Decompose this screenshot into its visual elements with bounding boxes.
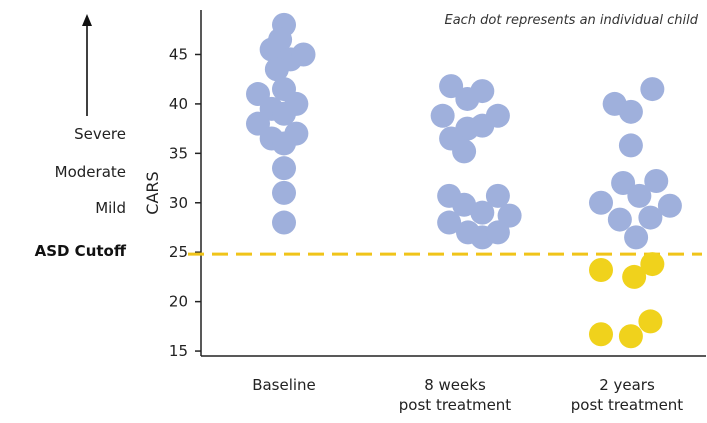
- asd-cutoff-label: ASD Cutoff: [35, 242, 127, 260]
- y-tick-label-20: 20: [169, 293, 188, 311]
- data-point-group0-2: [268, 27, 293, 52]
- chart-annotation: Each dot represents an individual child: [444, 13, 698, 28]
- y-tick-group: 15 20 25 30 35 40 45: [169, 45, 201, 360]
- y-tick-label-30: 30: [169, 194, 188, 212]
- data-point-group2-42: [644, 169, 669, 194]
- data-point-group0-15: [272, 156, 296, 181]
- x-category-line-2-1: post treatment: [571, 396, 684, 414]
- data-point-group1-29: [452, 192, 477, 217]
- data-point-group2-39: [618, 133, 643, 158]
- y-axis-title: CARS: [143, 171, 162, 214]
- x-category-line-1-1: post treatment: [399, 396, 512, 414]
- severity-label-severe: Severe: [74, 125, 126, 143]
- data-points: [246, 12, 682, 349]
- x-category-label-2: 2 years post treatment: [571, 376, 684, 414]
- data-point-group1-26: [452, 139, 477, 164]
- data-point-group0-14: [284, 121, 309, 146]
- data-point-group2-45: [638, 205, 663, 230]
- severity-arrow-head: [82, 14, 92, 26]
- data-point-group1-31: [497, 203, 522, 228]
- data-point-group1-35: [485, 220, 510, 245]
- data-point-group2-40: [611, 171, 636, 195]
- severity-arrow: [82, 14, 92, 116]
- x-category-line-2-0: 2 years: [599, 376, 655, 394]
- severity-labels: Severe Moderate Mild: [55, 125, 126, 217]
- data-point-group1-21: [430, 103, 455, 128]
- data-point-group0-5: [264, 57, 289, 82]
- x-category-labels: Baseline 8 weeks post treatment 2 years post…: [252, 376, 683, 414]
- data-point-group1-28: [485, 183, 510, 208]
- data-point-group2-38: [640, 77, 665, 102]
- data-point-group2-50: [640, 252, 665, 277]
- data-point-group0-17: [272, 210, 296, 235]
- data-point-group2-41: [627, 183, 652, 208]
- data-point-group2-53: [638, 309, 663, 334]
- y-axis: [200, 10, 706, 357]
- x-category-label-0: Baseline: [252, 376, 316, 394]
- data-point-group0-10: [284, 91, 309, 116]
- data-point-group2-44: [607, 207, 632, 232]
- data-point-group2-51: [589, 322, 613, 347]
- data-point-group0-4: [291, 42, 316, 67]
- data-point-group2-52: [618, 324, 643, 349]
- data-point-group2-47: [624, 225, 649, 250]
- y-tick-label-35: 35: [169, 144, 188, 162]
- x-category-label-1: 8 weeks post treatment: [399, 376, 512, 414]
- severity-label-moderate: Moderate: [55, 163, 126, 181]
- x-category-line-1-0: 8 weeks: [424, 376, 486, 394]
- data-point-group2-46: [657, 193, 682, 218]
- y-tick-label-40: 40: [169, 95, 188, 113]
- data-point-group1-20: [470, 79, 495, 104]
- y-tick-label-25: 25: [169, 243, 188, 261]
- y-tick-label-45: 45: [169, 45, 188, 63]
- data-point-group2-48: [589, 257, 613, 282]
- y-tick-label-15: 15: [169, 342, 188, 360]
- data-point-group2-37: [618, 99, 643, 124]
- data-point-group1-30: [470, 200, 495, 225]
- data-point-group1-18: [439, 74, 464, 99]
- data-point-group1-32: [437, 210, 462, 235]
- severity-label-mild: Mild: [95, 199, 126, 217]
- data-point-group2-49: [622, 264, 647, 289]
- data-point-group0-16: [272, 180, 296, 205]
- x-category-line-0-0: Baseline: [252, 376, 316, 394]
- data-point-group2-43: [589, 190, 613, 215]
- data-point-group1-24: [485, 103, 510, 128]
